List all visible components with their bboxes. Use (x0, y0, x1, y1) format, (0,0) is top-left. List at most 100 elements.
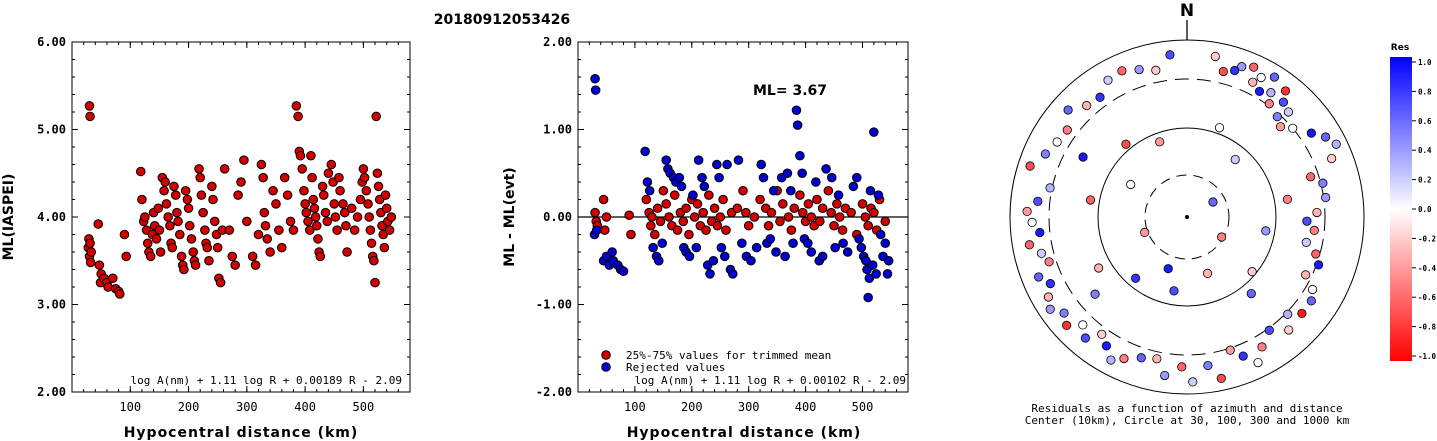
data-point (236, 177, 246, 187)
station-residual (1027, 217, 1037, 228)
data-point (366, 238, 377, 249)
rejected-point (768, 185, 779, 196)
data-point (335, 185, 345, 196)
y-tick-label: -2.00 (536, 385, 572, 399)
station-residual (1321, 192, 1331, 203)
trimmed-point (786, 225, 797, 235)
station-residual (1134, 64, 1144, 75)
rejected-point (737, 238, 747, 249)
rejected-point (684, 251, 695, 262)
data-point (379, 242, 390, 253)
x-tick-label: 300 (738, 400, 760, 414)
station-residual (1033, 196, 1043, 206)
data-point (204, 255, 214, 266)
station-residual (1280, 86, 1291, 96)
trimmed-point (880, 216, 891, 227)
ml-vs-distance-chart: 2.00 3.00 4.00 5.00 6.00 100 200 300 400 500 ML(… (1, 35, 411, 441)
data-point (145, 251, 156, 262)
data-point (163, 212, 173, 222)
station-residual (1043, 292, 1054, 302)
data-point (361, 185, 372, 196)
trimmed-point (655, 216, 666, 227)
data-point (194, 164, 204, 174)
data-point (242, 216, 252, 227)
station-residual (1188, 377, 1198, 387)
rejected-point (676, 181, 687, 192)
station-residual (1119, 353, 1129, 364)
colorbar-tick-label: -0.2 (1418, 234, 1436, 243)
colorbar-gradient (1390, 57, 1412, 361)
rejected-point (705, 269, 715, 279)
rejected-point (867, 260, 878, 270)
station-residual (1313, 260, 1324, 270)
station-residual (1311, 249, 1321, 259)
x-tick-label: 500 (852, 400, 874, 414)
data-point (369, 255, 379, 266)
station-residual (1106, 355, 1116, 365)
y-tick-label: 3.00 (37, 298, 66, 312)
station-residual (1256, 72, 1266, 83)
station-residual (1216, 373, 1226, 383)
data-point (318, 190, 329, 200)
station-residual (1257, 342, 1267, 352)
data-point (300, 199, 310, 209)
trimmed-point (692, 199, 703, 209)
trimmed-point (701, 225, 711, 235)
rejected-point (785, 185, 796, 196)
station-residual (1288, 123, 1298, 133)
trimmed-point (860, 212, 871, 222)
trimmed-point (869, 207, 879, 218)
rejected-point (644, 185, 655, 196)
legend-label-trimmed: 25%-75% values for trimmed mean (626, 349, 831, 362)
rejected-point (842, 247, 853, 257)
rejected-point (851, 172, 862, 183)
station-residual (1151, 65, 1161, 75)
station-residual (1247, 267, 1257, 277)
rejected-point (826, 172, 837, 183)
trimmed-point (652, 203, 663, 214)
trimmed-point (715, 212, 726, 222)
station-residual (1307, 284, 1318, 295)
rejected-point (693, 155, 704, 165)
data-point (227, 251, 238, 262)
station-residual (1217, 232, 1227, 242)
circle-300km (1048, 78, 1326, 356)
data-point (86, 247, 97, 257)
circle-100km (1097, 127, 1277, 307)
station-residual (1318, 178, 1328, 188)
rejected-point (642, 177, 653, 187)
data-point (142, 238, 153, 249)
station-residual (1034, 272, 1044, 282)
station-residual (1025, 161, 1035, 171)
trimmed-point (709, 203, 720, 214)
data-point (173, 216, 183, 227)
data-point (271, 199, 281, 209)
station-residual (1078, 152, 1088, 162)
data-point (119, 229, 130, 240)
rejected-point (865, 185, 876, 196)
data-point (317, 181, 328, 192)
station-residual (1095, 92, 1105, 102)
trimmed-point (684, 229, 694, 240)
data-point (202, 242, 212, 253)
station-residual (1040, 149, 1051, 159)
rejected-point (712, 159, 722, 170)
rejected-point (854, 234, 864, 244)
station-residual (1264, 325, 1274, 335)
trimmed-point (834, 212, 845, 222)
rejected-point (590, 85, 601, 95)
rejected-point (797, 168, 807, 179)
data-point (291, 101, 302, 111)
data-point (224, 225, 235, 235)
station-residual (1301, 237, 1311, 247)
station-residual (1080, 333, 1091, 343)
rejected-point (771, 247, 781, 257)
trimmed-point (732, 203, 743, 214)
center-dot (1185, 215, 1189, 219)
station-residual (1130, 273, 1141, 283)
data-point (381, 203, 392, 214)
data-point (121, 251, 131, 262)
station-residual (1297, 308, 1307, 319)
data-point (259, 207, 270, 218)
station-residual (1152, 354, 1162, 364)
